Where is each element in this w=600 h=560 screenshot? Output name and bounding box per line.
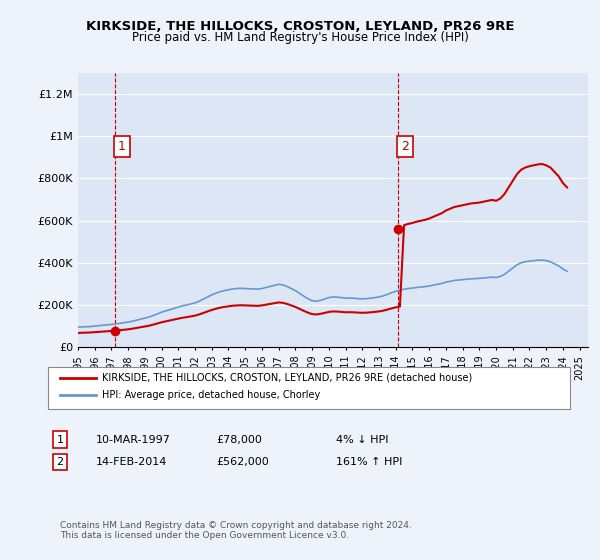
Text: 1: 1 <box>56 435 64 445</box>
Text: Contains HM Land Registry data © Crown copyright and database right 2024.
This d: Contains HM Land Registry data © Crown c… <box>60 521 412 540</box>
Text: HPI: Average price, detached house, Chorley: HPI: Average price, detached house, Chor… <box>102 390 320 400</box>
Text: 2: 2 <box>401 140 409 153</box>
Text: 161% ↑ HPI: 161% ↑ HPI <box>336 457 403 467</box>
Text: 4% ↓ HPI: 4% ↓ HPI <box>336 435 389 445</box>
Text: KIRKSIDE, THE HILLOCKS, CROSTON, LEYLAND, PR26 9RE (detached house): KIRKSIDE, THE HILLOCKS, CROSTON, LEYLAND… <box>102 373 472 383</box>
Text: 2: 2 <box>56 457 64 467</box>
Text: HPI: Average price, detached house, Chorley: HPI: Average price, detached house, Chor… <box>102 390 320 400</box>
Text: KIRKSIDE, THE HILLOCKS, CROSTON, LEYLAND, PR26 9RE: KIRKSIDE, THE HILLOCKS, CROSTON, LEYLAND… <box>86 20 514 32</box>
Text: 10-MAR-1997: 10-MAR-1997 <box>96 435 171 445</box>
Text: 1: 1 <box>118 140 126 153</box>
Text: 14-FEB-2014: 14-FEB-2014 <box>96 457 167 467</box>
Text: £562,000: £562,000 <box>216 457 269 467</box>
Text: KIRKSIDE, THE HILLOCKS, CROSTON, LEYLAND, PR26 9RE (detached house): KIRKSIDE, THE HILLOCKS, CROSTON, LEYLAND… <box>102 373 472 383</box>
Text: Price paid vs. HM Land Registry's House Price Index (HPI): Price paid vs. HM Land Registry's House … <box>131 31 469 44</box>
Text: £78,000: £78,000 <box>216 435 262 445</box>
